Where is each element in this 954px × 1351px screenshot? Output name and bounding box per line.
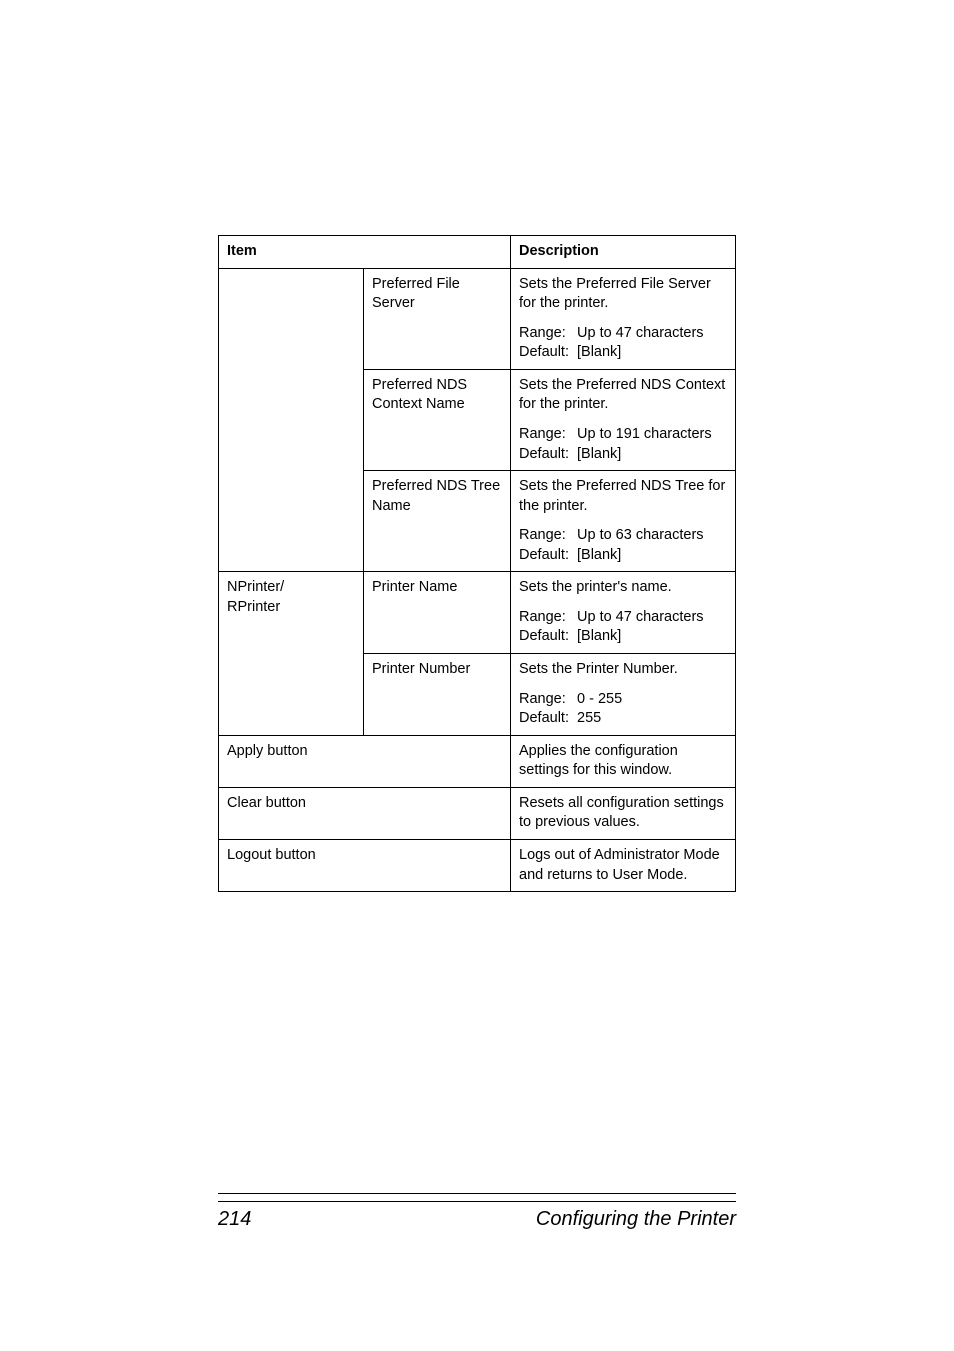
range-value: Up to 47 characters	[577, 325, 704, 341]
page-footer: 214 Configuring the Printer	[218, 1193, 736, 1231]
default-value: [Blank]	[577, 547, 621, 563]
table-row: NPrinter/ RPrinter Printer Name Sets the…	[219, 572, 736, 654]
sub-cell: Printer Name	[364, 572, 511, 654]
default-value: 255	[577, 710, 601, 726]
desc-cell: Resets all configuration settings to pre…	[511, 787, 736, 839]
footer-content: 214 Configuring the Printer	[218, 1201, 736, 1231]
range-label: Range:	[519, 608, 577, 628]
item-cell-blank	[219, 268, 364, 572]
default-value: [Blank]	[577, 628, 621, 644]
default-label: Default:	[519, 627, 577, 647]
desc-cell: Applies the configuration settings for t…	[511, 735, 736, 787]
desc-cell: Sets the Preferred NDS Context for the p…	[511, 369, 736, 470]
item-cell: NPrinter/ RPrinter	[219, 572, 364, 735]
item-cell: Apply button	[219, 735, 511, 787]
table-row: Preferred File Server Sets the Preferred…	[219, 268, 736, 369]
desc-line: Sets the Preferred File Server for the p…	[519, 276, 711, 312]
sub-cell: Preferred File Server	[364, 268, 511, 369]
default-label: Default:	[519, 546, 577, 566]
range-label: Range:	[519, 526, 577, 546]
table-row: Logout button Logs out of Administrator …	[219, 839, 736, 891]
desc-cell: Sets the Preferred NDS Tree for the prin…	[511, 471, 736, 572]
table-row: Apply button Applies the configuration s…	[219, 735, 736, 787]
page-content: Item Description Preferred File Server S…	[0, 0, 954, 892]
default-label: Default:	[519, 445, 577, 465]
sub-cell: Preferred NDS Context Name	[364, 369, 511, 470]
header-description: Description	[511, 236, 736, 269]
range-label: Range:	[519, 324, 577, 344]
desc-line: Sets the Preferred NDS Context for the p…	[519, 377, 725, 413]
item-cell: Logout button	[219, 839, 511, 891]
range-label: Range:	[519, 690, 577, 710]
range-value: Up to 191 characters	[577, 426, 712, 442]
sub-cell: Printer Number	[364, 654, 511, 736]
desc-line: Sets the printer's name.	[519, 579, 672, 595]
config-table: Item Description Preferred File Server S…	[218, 235, 736, 892]
table-header-row: Item Description	[219, 236, 736, 269]
footer-title: Configuring the Printer	[536, 1208, 736, 1231]
default-value: [Blank]	[577, 344, 621, 360]
desc-line: Sets the Printer Number.	[519, 661, 678, 677]
desc-cell: Sets the Printer Number. Range:0 - 255 D…	[511, 654, 736, 736]
range-value: 0 - 255	[577, 691, 622, 707]
page-number: 214	[218, 1208, 251, 1231]
desc-cell: Sets the printer's name. Range:Up to 47 …	[511, 572, 736, 654]
range-value: Up to 63 characters	[577, 527, 704, 543]
default-label: Default:	[519, 709, 577, 729]
sub-cell: Preferred NDS Tree Name	[364, 471, 511, 572]
desc-line: Sets the Preferred NDS Tree for the prin…	[519, 478, 725, 514]
default-value: [Blank]	[577, 446, 621, 462]
range-label: Range:	[519, 425, 577, 445]
default-label: Default:	[519, 343, 577, 363]
table-row: Clear button Resets all configuration se…	[219, 787, 736, 839]
desc-cell: Sets the Preferred File Server for the p…	[511, 268, 736, 369]
desc-cell: Logs out of Administrator Mode and retur…	[511, 839, 736, 891]
range-value: Up to 47 characters	[577, 609, 704, 625]
header-item: Item	[219, 236, 511, 269]
item-cell: Clear button	[219, 787, 511, 839]
